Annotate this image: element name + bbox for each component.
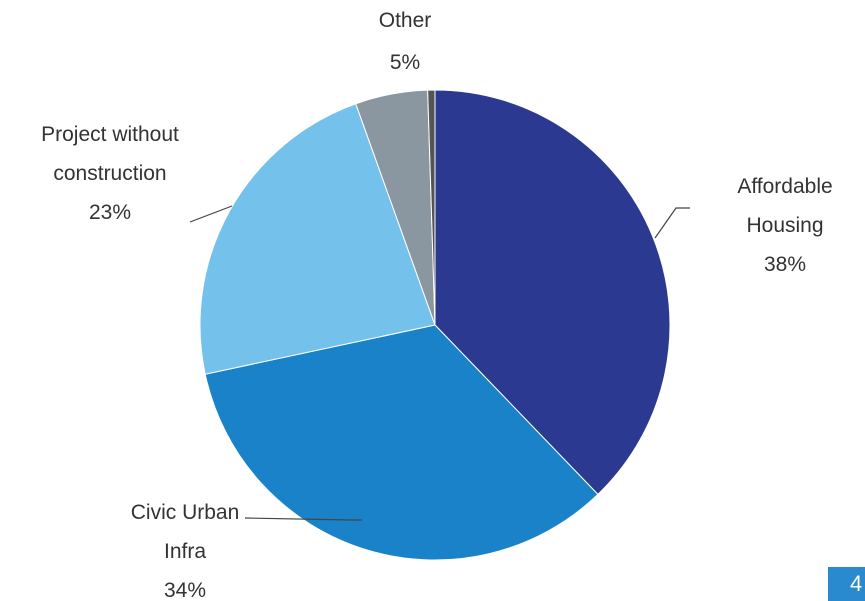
pie-slice <box>434 89 671 496</box>
value-label: 23% <box>88 201 132 224</box>
category-label: Civic Urban Infra <box>130 501 240 563</box>
slice-label: Other 5% <box>335 0 475 84</box>
value-label: 38% <box>763 253 807 276</box>
pie-slice <box>199 103 436 375</box>
category-label: Affordable Housing <box>737 175 833 237</box>
category-label: Project without construction <box>41 123 179 185</box>
slice-label: Affordable Housing 38% <box>715 167 855 284</box>
pie-slice <box>427 89 436 326</box>
category-label: Other <box>378 9 432 32</box>
leader-line <box>244 517 362 521</box>
page-number: 4 <box>828 567 865 601</box>
leader-line <box>189 205 233 223</box>
value-label: 34% <box>163 579 207 601</box>
leader-line <box>654 207 690 239</box>
pie-slice <box>204 324 599 561</box>
pie <box>199 89 671 561</box>
slice-label: Project without construction 23% <box>40 115 180 232</box>
slice-label: Civic Urban Infra 34% <box>115 493 255 601</box>
value-label: 5% <box>389 51 421 74</box>
